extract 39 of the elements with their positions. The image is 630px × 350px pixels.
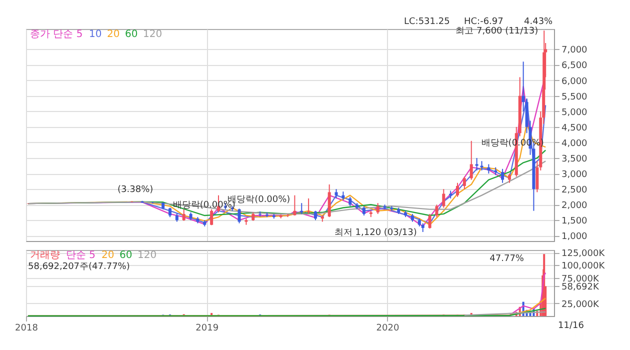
y-tick-label: 5,000 <box>562 108 588 118</box>
text: 거래량 <box>30 250 60 261</box>
text: 120 <box>138 250 157 261</box>
text: 60 <box>125 29 138 40</box>
y-tick-label: 2,000 <box>562 201 588 212</box>
y-tick-label: 4,000 <box>562 138 588 149</box>
y-tick-label: 125,000K <box>562 249 606 260</box>
text: 단순 5 <box>66 250 96 261</box>
y-tick-label: 7,000 <box>562 46 588 56</box>
y-tick-label: 58,692K <box>562 282 600 293</box>
y-tick-label: 6,000 <box>562 76 588 87</box>
x-tick-label: 2018 <box>15 324 38 334</box>
text: 4.43% <box>524 17 554 27</box>
text: 20 <box>102 250 114 261</box>
y-tick-label: 3,500 <box>562 154 588 165</box>
y-tick-label: 25,000K <box>562 300 600 310</box>
text: 10 <box>89 29 102 40</box>
text: 20 <box>107 29 120 40</box>
y-tick-label: 6,500 <box>562 61 588 72</box>
text: 120 <box>143 29 162 40</box>
y-tick-label: 2,500 <box>562 186 588 196</box>
annotation: 47.77% <box>490 254 524 264</box>
annotation: (3.38%) <box>118 185 154 196</box>
y-tick-label: 4,500 <box>562 123 588 134</box>
y-tick-label: 1,000 <box>562 232 588 242</box>
text: HC:-6.97 <box>464 17 504 27</box>
annotation: 최저 1,120 (03/13) <box>334 228 417 238</box>
y-tick-label: 1,500 <box>562 216 588 227</box>
x-tick-label: 2020 <box>376 324 400 334</box>
y-tick-label: 3,000 <box>562 170 588 180</box>
x-tick-label: 2019 <box>196 324 219 334</box>
y-tick-label: 5,500 <box>562 92 588 102</box>
text: 60 <box>120 250 132 261</box>
y-tick-label: 100,000K <box>562 262 606 272</box>
text: 11/16 <box>558 321 584 331</box>
annotation: 58,692,207주(47.77%) <box>28 262 130 272</box>
text: LC:531.25 <box>404 17 450 27</box>
annotation: 최고 7,600 (11/13) <box>456 26 538 37</box>
text: 종가 단순 5 <box>30 29 83 40</box>
